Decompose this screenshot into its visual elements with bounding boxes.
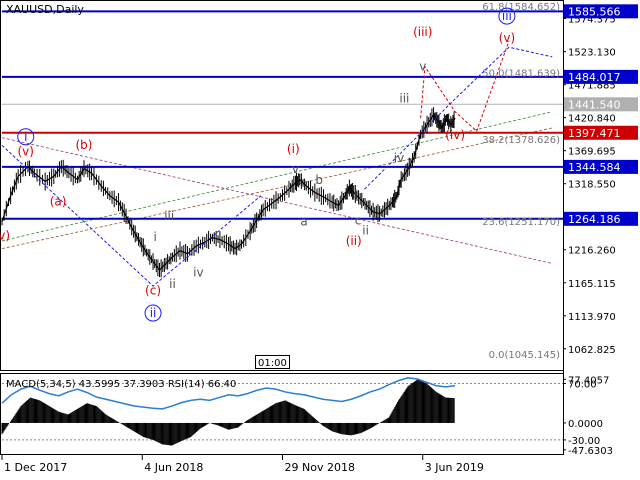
wave-label: (iii) bbox=[413, 25, 432, 39]
fib-label: 61.8(1584.652) bbox=[482, 2, 560, 13]
fib-label: 50.0(1481.639) bbox=[482, 68, 560, 79]
wave-label: iv bbox=[193, 265, 203, 279]
level-tag-label: 1585.566 bbox=[568, 5, 621, 18]
wave-circle bbox=[498, 7, 516, 25]
indicator-title: MACD(5,34,5) 43.5995 37.3903 RSI(14) 66.… bbox=[6, 379, 236, 390]
fibonacci-labels: 61.8(1584.652) 50.0(1481.639) 38.2(1378.62… bbox=[482, 2, 560, 361]
price-series bbox=[1, 107, 456, 278]
x-tick-label: 1 Dec 2017 bbox=[4, 461, 67, 474]
wave-label: c bbox=[355, 214, 362, 228]
wave-label: ii bbox=[169, 277, 176, 291]
main-chart-frame bbox=[0, 0, 564, 371]
wave-label: (iv) bbox=[445, 128, 465, 142]
indicator-y-tick-label: 70.00 bbox=[568, 379, 597, 390]
y-tick-label: 1113.970 bbox=[568, 312, 616, 323]
price-level-tags: 1585.566 1484.017 1441.540 1397.471 1344.584… bbox=[564, 4, 638, 226]
wave-label: (c) bbox=[145, 283, 161, 297]
forecast-path-red bbox=[420, 40, 510, 132]
level-tag-bg bbox=[564, 4, 638, 19]
level-tag-bg bbox=[564, 125, 638, 140]
symbol-label: XAUUSD,Daily bbox=[6, 3, 84, 16]
wave-label: (v) bbox=[18, 145, 34, 159]
forecast-paths bbox=[1, 40, 553, 287]
level-tag-label: 1441.540 bbox=[568, 98, 621, 111]
wave-label: ii bbox=[150, 306, 157, 320]
level-tag-label: 1264.186 bbox=[568, 213, 621, 226]
y-tick-label: 1523.130 bbox=[568, 48, 616, 59]
wave-label: b bbox=[315, 173, 323, 187]
x-tick-label: 29 Nov 2018 bbox=[285, 461, 355, 474]
time-axis-ticks: 1 Dec 2017 4 Jun 2018 29 Nov 2018 3 Jun 201… bbox=[1, 455, 484, 474]
level-tag-label: 1484.017 bbox=[568, 71, 621, 84]
wave-label: i bbox=[154, 230, 157, 244]
wave-label: iii bbox=[502, 9, 512, 23]
wave-label: i bbox=[354, 187, 357, 201]
forecast-path-blue bbox=[364, 46, 553, 190]
level-tag-bg bbox=[564, 159, 638, 174]
trend-line-purple bbox=[1, 137, 553, 264]
y-tick-label: 1318.550 bbox=[568, 180, 616, 191]
indicator-series bbox=[1, 377, 563, 446]
level-tag-bg bbox=[564, 211, 638, 226]
trend-line-brown bbox=[1, 127, 553, 250]
x-tick-label: 4 Jun 2018 bbox=[144, 461, 203, 474]
wave-label: ii bbox=[362, 223, 369, 237]
level-tag-bg bbox=[564, 97, 638, 112]
timeframe-box: 01:00 bbox=[255, 355, 290, 369]
wave-label: v) bbox=[0, 229, 10, 243]
forecast-path-blue bbox=[1, 144, 262, 287]
wave-label: (v) bbox=[499, 31, 515, 45]
level-tag-bg bbox=[564, 69, 638, 84]
fib-label: 0.0(1045.145) bbox=[489, 350, 561, 361]
y-tick-label: 1574.375 bbox=[568, 15, 616, 26]
wave-label: (a) bbox=[50, 194, 67, 208]
y-tick-label: 1216.260 bbox=[568, 246, 616, 257]
indicator-y-tick-label: 0.0000 bbox=[568, 419, 603, 430]
level-tag-label: 1344.584 bbox=[568, 161, 621, 174]
level-tag-label: 1397.471 bbox=[568, 127, 621, 140]
wave-label: v bbox=[419, 59, 426, 73]
fib-label: 38.2(1378.626) bbox=[482, 135, 560, 146]
wave-label: iii bbox=[164, 209, 174, 223]
y-tick-label: 1420.840 bbox=[568, 114, 616, 125]
wave-label: i bbox=[24, 130, 27, 144]
rsi-line bbox=[1, 377, 456, 410]
x-tick-label: 3 Jun 2019 bbox=[425, 461, 484, 474]
wave-label: (i) bbox=[287, 142, 300, 156]
price-levels bbox=[2, 10, 563, 220]
wave-circle bbox=[17, 128, 35, 146]
indicator-y-tick-label: -47.6303 bbox=[568, 446, 613, 457]
indicator-y-tick-label: -30.00 bbox=[568, 436, 600, 447]
wave-label: (ii) bbox=[346, 234, 362, 248]
price-axis-ticks: 1574.375 1523.130 1471.885 1420.840 1369.695… bbox=[563, 15, 616, 356]
wave-label: (b) bbox=[76, 138, 93, 152]
y-tick-label: 1062.825 bbox=[568, 345, 616, 356]
y-tick-label: 1369.695 bbox=[568, 147, 616, 158]
timeframe-label: 01:00 bbox=[258, 358, 287, 369]
indicator-y-tick-label: 77.4057 bbox=[568, 375, 609, 386]
y-tick-label: 1165.115 bbox=[568, 279, 616, 290]
fib-label: 23.6(1251.170) bbox=[482, 217, 560, 228]
wave-label: a bbox=[300, 214, 307, 228]
wave-label: iii bbox=[399, 92, 409, 106]
wave-circle bbox=[144, 304, 162, 322]
wave-label: v bbox=[292, 162, 299, 176]
wave-label: iv bbox=[394, 151, 404, 165]
y-tick-label: 1471.885 bbox=[568, 81, 616, 92]
